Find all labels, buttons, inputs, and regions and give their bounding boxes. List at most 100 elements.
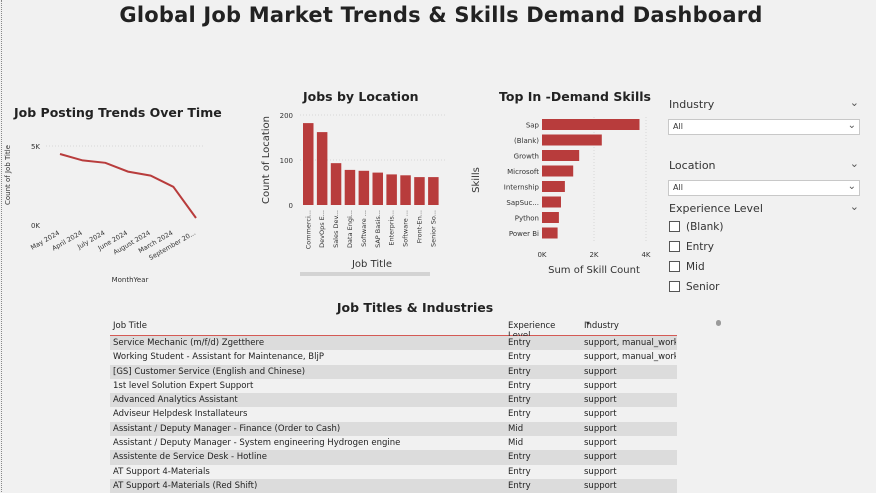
location-xtick: DevOps E... bbox=[318, 210, 326, 248]
skill-bar[interactable] bbox=[542, 119, 640, 130]
table-row[interactable]: AT Support 4-Materials Entry support bbox=[110, 465, 677, 479]
skill-bar[interactable] bbox=[542, 212, 559, 223]
table-row[interactable]: Assistente de Service Desk - Hotline Entr… bbox=[110, 450, 677, 465]
table-title: Job Titles & Industries bbox=[336, 300, 494, 315]
experience-option-mid[interactable]: Mid bbox=[669, 260, 705, 273]
location-xtick: Data Engi... bbox=[346, 210, 354, 248]
cell-experience: Entry bbox=[508, 452, 531, 463]
location-bar[interactable] bbox=[303, 123, 314, 205]
cell-job-title: Assistant / Deputy Manager - Finance (Or… bbox=[113, 423, 341, 434]
cell-industry: support bbox=[584, 423, 617, 434]
cell-experience: Entry bbox=[508, 466, 531, 477]
chevron-down-icon[interactable]: ⌄ bbox=[849, 96, 859, 109]
cell-experience: Mid bbox=[508, 438, 524, 449]
skill-bar[interactable] bbox=[542, 134, 602, 146]
location-bar[interactable] bbox=[400, 175, 411, 205]
cell-job-title: Assistant / Deputy Manager - System engi… bbox=[113, 438, 401, 449]
column-header-industry[interactable]: Industry bbox=[584, 321, 619, 331]
location-ytick: 200 bbox=[280, 112, 293, 120]
skill-label: Python bbox=[515, 215, 539, 223]
table-scrollbar[interactable] bbox=[716, 320, 721, 326]
checkbox[interactable] bbox=[669, 220, 680, 232]
checkbox[interactable] bbox=[669, 240, 680, 252]
checkbox[interactable] bbox=[669, 260, 680, 272]
cell-job-title: Advanced Analytics Assistant bbox=[113, 395, 238, 406]
location-bar[interactable] bbox=[428, 177, 439, 205]
location-bar[interactable] bbox=[372, 172, 384, 205]
chevron-down-icon[interactable]: ⌄ bbox=[849, 200, 859, 213]
table-row[interactable]: Adviseur Helpdesk Installateurs Entry supp… bbox=[110, 407, 677, 421]
table-row[interactable]: Service Mechanic (m/f/d) Zgetthere Entry s… bbox=[110, 336, 677, 351]
cell-job-title: [GS] Customer Service (English and Chine… bbox=[113, 366, 306, 377]
experience-option-entry[interactable]: Entry bbox=[669, 240, 714, 253]
cell-job-title: AT Support 4-Materials (Red Shift) bbox=[113, 480, 258, 491]
location-xtick: Commerci... bbox=[304, 210, 312, 249]
cell-experience: Entry bbox=[508, 352, 531, 363]
column-header-job-title[interactable]: Job Title bbox=[113, 321, 148, 331]
table-row[interactable]: Working Student - Assistant for Maintena… bbox=[110, 350, 677, 364]
trend-ytick: 0K bbox=[31, 222, 40, 230]
skills-xtick: 2K bbox=[589, 251, 598, 259]
location-bar[interactable] bbox=[330, 163, 342, 205]
location-scrollbar[interactable] bbox=[300, 272, 430, 276]
location-bar[interactable] bbox=[386, 174, 397, 205]
location-bar[interactable] bbox=[316, 132, 328, 205]
table-row[interactable]: Advanced Analytics Assistant Entry support bbox=[110, 393, 677, 408]
cell-industry: support bbox=[584, 466, 617, 477]
cell-job-title: AT Support 4-Materials bbox=[113, 466, 210, 477]
job-table: Job Title Experience Level Industry ▼ Se… bbox=[110, 318, 677, 493]
skill-bar[interactable] bbox=[542, 181, 565, 192]
location-xtick: Enterpris... bbox=[388, 210, 396, 246]
location-dropdown[interactable]: All ⌄ bbox=[668, 180, 860, 196]
location-bar[interactable] bbox=[414, 177, 425, 205]
skills-xlabel: Sum of Skill Count bbox=[548, 265, 640, 276]
trend-chart-title: Job Posting Trends Over Time bbox=[14, 105, 222, 120]
chevron-down-icon: ⌄ bbox=[847, 120, 856, 131]
cell-industry: support bbox=[584, 409, 617, 420]
table-row[interactable]: [GS] Customer Service (English and Chine… bbox=[110, 364, 677, 379]
cell-industry: support bbox=[584, 452, 617, 463]
table-row[interactable]: 1st level Solution Expert Support Entry su… bbox=[110, 379, 677, 393]
location-ytick: 0 bbox=[289, 202, 293, 210]
skill-bar[interactable] bbox=[542, 150, 580, 161]
table-body: Service Mechanic (m/f/d) Zgetthere Entry s… bbox=[110, 336, 677, 493]
location-bar[interactable] bbox=[344, 169, 356, 205]
cell-experience: Entry bbox=[508, 395, 531, 406]
chevron-down-icon[interactable]: ⌄ bbox=[849, 157, 859, 170]
cell-experience: Entry bbox=[508, 366, 531, 377]
experience-slicer-label: Experience Level bbox=[669, 202, 763, 215]
location-dropdown-value: All bbox=[673, 183, 683, 192]
cell-job-title: 1st level Solution Expert Support bbox=[113, 380, 254, 391]
cell-experience: Entry bbox=[508, 380, 531, 391]
cell-experience: Entry bbox=[508, 409, 531, 420]
industry-slicer-label: Industry bbox=[669, 98, 715, 111]
checkbox[interactable] bbox=[669, 280, 680, 292]
experience-option-senior[interactable]: Senior bbox=[669, 280, 719, 293]
skill-bar[interactable] bbox=[542, 227, 558, 239]
cell-industry: support, manual_work bbox=[584, 338, 676, 348]
experience-option-blank[interactable]: (Blank) bbox=[669, 220, 723, 233]
table-row[interactable]: Assistant / Deputy Manager - System engi… bbox=[110, 436, 677, 450]
location-ytick: 100 bbox=[280, 157, 293, 165]
skill-label: (Blank) bbox=[514, 137, 539, 145]
trend-xlabel: MonthYear bbox=[112, 276, 149, 284]
skill-label: SapSuc... bbox=[506, 199, 539, 207]
cell-industry: support bbox=[584, 380, 617, 391]
cell-industry: support, manual_work bbox=[584, 352, 676, 363]
table-row[interactable]: AT Support 4-Materials (Red Shift) Entry s… bbox=[110, 478, 677, 493]
location-ylabel: Count of Location bbox=[261, 116, 272, 204]
location-bar[interactable] bbox=[358, 170, 370, 205]
industry-dropdown[interactable]: All ⌄ bbox=[668, 119, 860, 135]
table-row[interactable]: Assistant / Deputy Manager - Finance (Or… bbox=[110, 421, 677, 437]
canvas-edge bbox=[1, 0, 2, 492]
location-slicer-header[interactable]: Location ⌄ bbox=[669, 157, 859, 172]
sort-descending-icon: ▼ bbox=[586, 321, 590, 327]
trend-line[interactable] bbox=[59, 153, 197, 219]
skill-bar[interactable] bbox=[542, 165, 574, 177]
experience-slicer-header[interactable]: Experience Level ⌄ bbox=[669, 200, 859, 215]
industry-slicer-header[interactable]: Industry ⌄ bbox=[669, 96, 859, 111]
skill-bar[interactable] bbox=[542, 196, 561, 208]
